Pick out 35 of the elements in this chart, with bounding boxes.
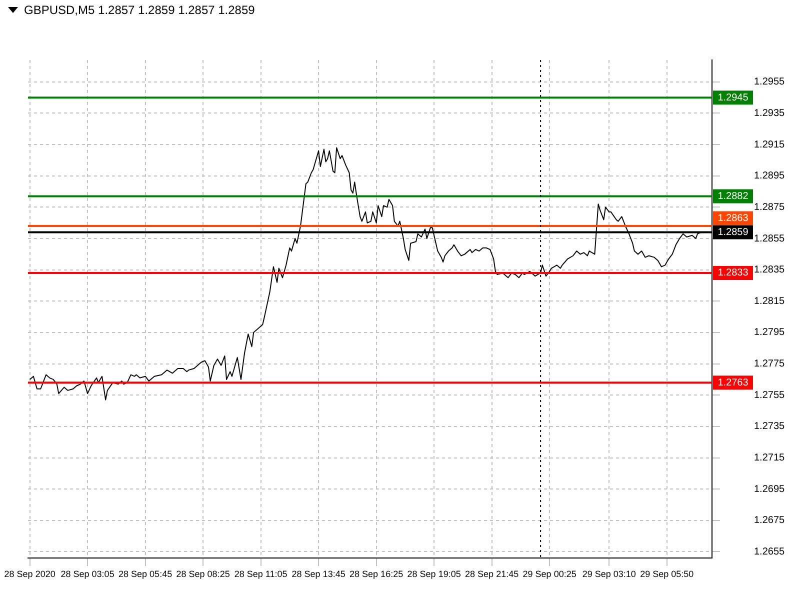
y-tick-label: 1.2875	[754, 202, 786, 213]
y-tick-label: 1.2655	[754, 546, 786, 558]
y-tick-label: 1.2855	[754, 233, 786, 244]
y-tick-label: 1.2775	[754, 358, 786, 370]
y-tick-label: 1.2935	[754, 108, 786, 119]
y-tick-label: 1.2915	[754, 139, 786, 150]
y-tick-label: 1.2955	[754, 76, 786, 88]
x-tick-label: 28 Sep 19:05	[407, 568, 461, 579]
y-tick-label: 1.2715	[754, 452, 786, 464]
ref-line-label: 1.2945	[718, 92, 749, 104]
x-tick-label: 28 Sep 16:25	[350, 568, 404, 579]
y-tick-label: 1.2675	[754, 515, 786, 526]
y-tick-label: 1.2695	[754, 484, 786, 495]
y-tick-label: 1.2815	[754, 296, 786, 307]
x-tick-label: 29 Sep 05:50	[640, 568, 694, 579]
y-tick-label: 1.2895	[754, 170, 786, 182]
x-tick-label: 28 Sep 03:05	[60, 568, 114, 579]
x-tick-label: 28 Sep 21:45	[465, 568, 519, 579]
y-tick-label: 1.2835	[754, 264, 786, 276]
x-tick-label: 28 Sep 05:45	[118, 568, 172, 579]
chart-title: GBPUSD,M5 1.2857 1.2859 1.2857 1.2859	[24, 3, 255, 17]
x-tick-label: 29 Sep 03:10	[582, 568, 636, 579]
ref-line-label: 1.2763	[718, 377, 749, 388]
x-tick-label: 28 Sep 13:45	[292, 568, 346, 579]
y-tick-label: 1.2755	[754, 390, 786, 401]
ref-line-label: 1.2833	[718, 268, 749, 279]
ref-line-label: 1.2859	[718, 227, 749, 238]
x-tick-label: 28 Sep 08:25	[176, 568, 230, 579]
x-tick-label: 28 Sep 2020	[4, 568, 56, 579]
x-tick-label: 28 Sep 11:05	[234, 568, 288, 579]
ref-line-label: 1.2863	[718, 213, 749, 224]
ref-line-label: 1.2882	[718, 190, 749, 202]
y-tick-label: 1.2795	[754, 327, 786, 338]
y-tick-label: 1.2735	[754, 421, 786, 432]
x-tick-label: 29 Sep 00:25	[522, 568, 576, 579]
